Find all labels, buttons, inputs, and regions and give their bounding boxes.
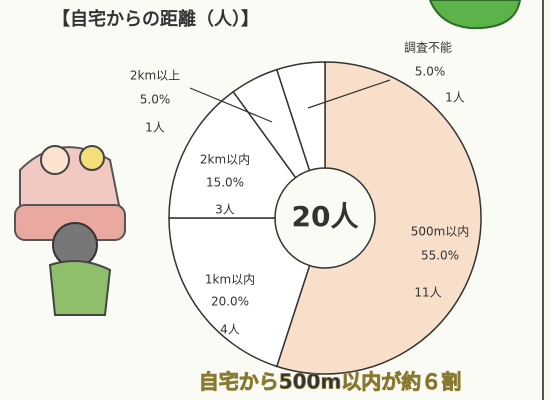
count-label: 3人	[215, 203, 235, 217]
category-label: 500m以内	[411, 225, 470, 239]
value-label: 5.0%	[140, 93, 171, 107]
count-label: 1人	[445, 91, 465, 105]
center-label: 20人	[292, 200, 359, 233]
count-label: 1人	[145, 121, 165, 135]
leader-line	[189, 87, 273, 123]
category-label: 2km以内	[200, 153, 250, 167]
value-label: 15.0%	[206, 176, 244, 190]
caption: 自宅から500m以内が約６割	[199, 370, 462, 394]
value-label: 5.0%	[415, 65, 446, 79]
leader-line	[307, 79, 391, 109]
value-label: 55.0%	[421, 249, 459, 263]
category-label: 2km以上	[130, 69, 180, 83]
slice	[168, 217, 311, 368]
chart-title: 【自宅からの距離（人）】	[52, 8, 259, 30]
count-label: 11人	[414, 286, 441, 300]
illustration	[14, 145, 126, 316]
category-label: 調査不能	[404, 41, 452, 55]
decoration-leaf	[428, 0, 522, 30]
person-body	[48, 260, 112, 316]
slice	[275, 61, 482, 375]
slice	[275, 61, 326, 172]
driver-face	[40, 145, 70, 175]
category-label: 1km以内	[205, 273, 255, 287]
value-label: 20.0%	[211, 295, 249, 309]
donut	[168, 61, 482, 375]
count-label: 4人	[220, 323, 240, 337]
passenger-face	[79, 145, 105, 171]
